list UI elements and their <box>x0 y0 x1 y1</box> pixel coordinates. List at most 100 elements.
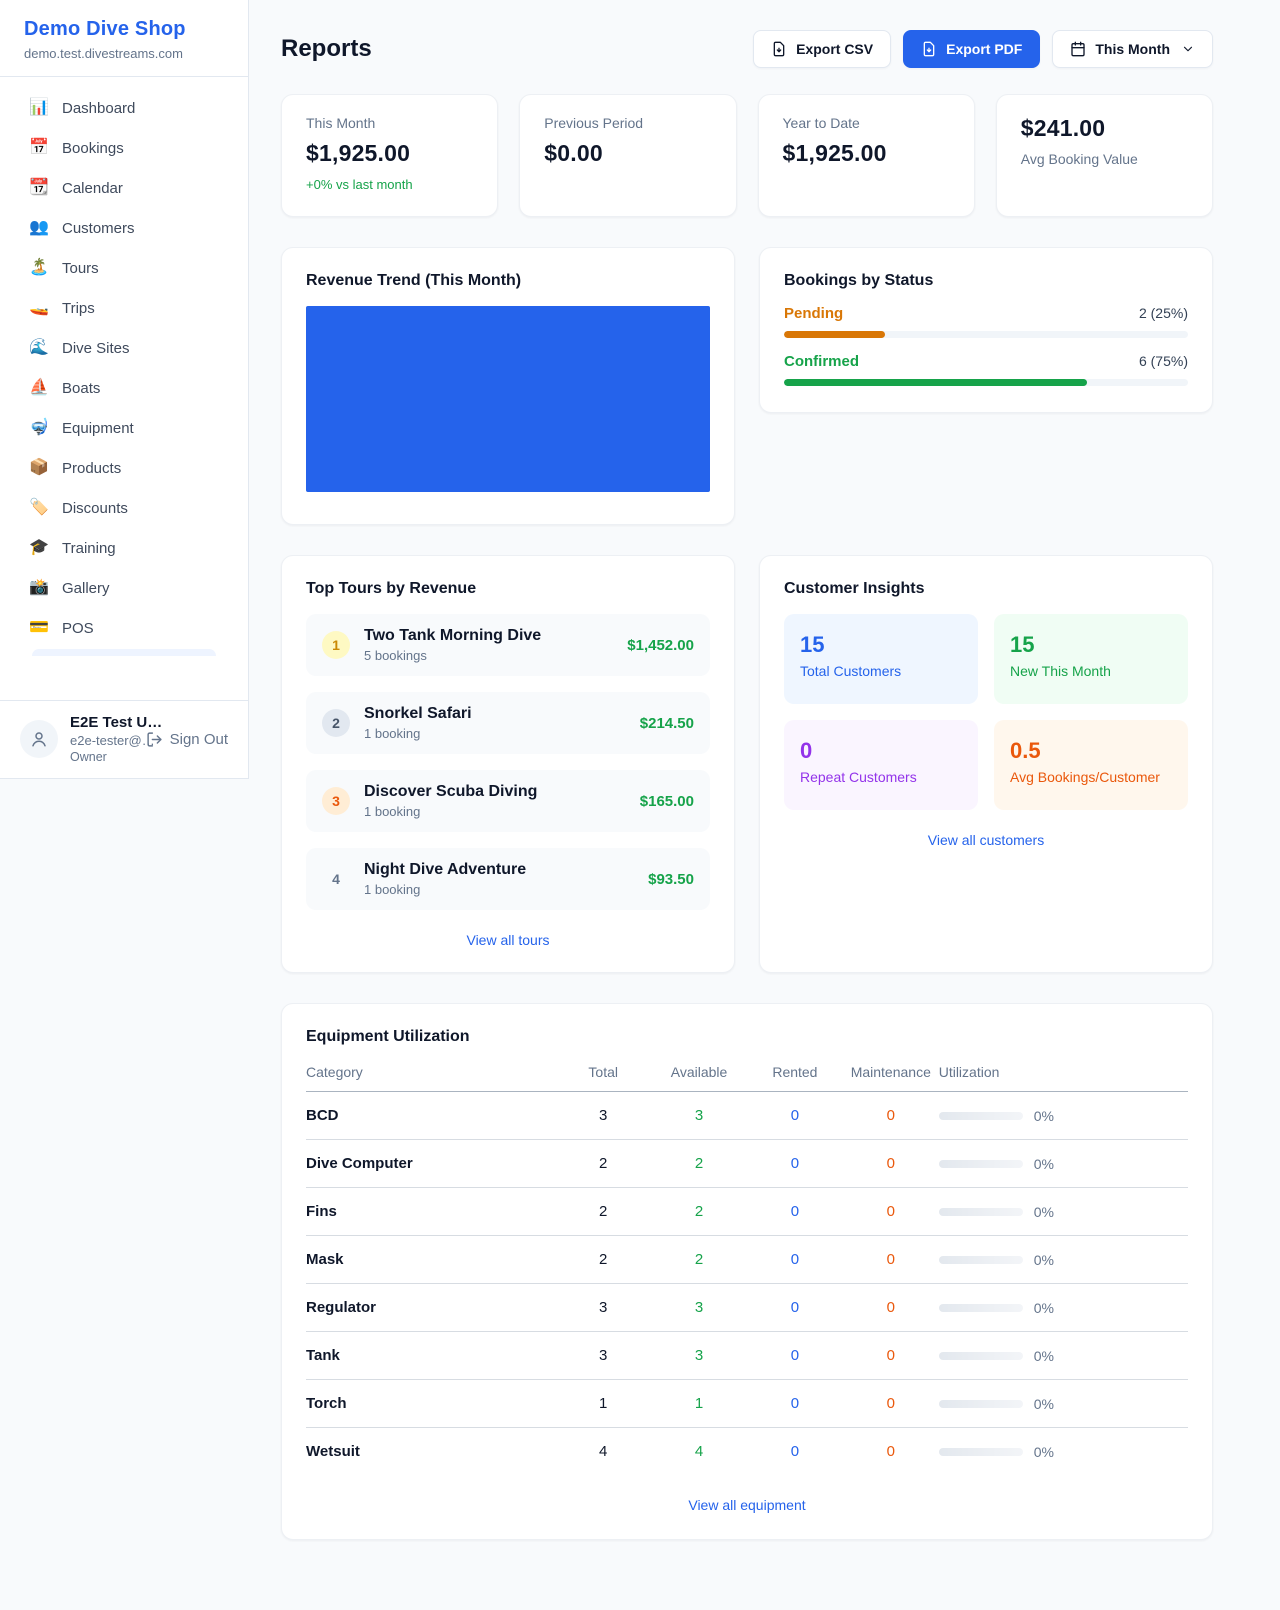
cell-maintenance: 0 <box>842 1331 939 1380</box>
table-row: Dive Computer 2 2 0 0 0% <box>306 1139 1188 1188</box>
utilization-bar <box>938 1111 1023 1120</box>
sidebar-item-label: Tours <box>62 259 99 277</box>
stat-value: $1,925.00 <box>306 140 411 166</box>
tour-name: Snorkel Safari <box>364 705 472 722</box>
cell-available: 2 <box>651 1187 747 1236</box>
customer-insights-title: Customer Insights <box>784 580 925 597</box>
cell-rented: 0 <box>746 1283 843 1332</box>
sidebar-item-reports-partial[interactable] <box>32 649 216 656</box>
stat-card-this-month: This Month $1,925.00 +0% vs last month <box>281 94 499 217</box>
rank-badge: 2 <box>322 709 350 737</box>
sidebar-item-tours[interactable]: 🏝️ Tours <box>16 249 232 287</box>
insight-label: Avg Bookings/Customer <box>1010 769 1160 785</box>
sidebar-item-label: Discounts <box>62 499 128 517</box>
cell-rented: 0 <box>746 1139 843 1188</box>
sidebar-item-boats[interactable]: ⛵ Boats <box>16 369 232 407</box>
utilization-bar <box>938 1255 1023 1264</box>
stat-cards: This Month $1,925.00 +0% vs last month P… <box>281 94 1213 217</box>
stat-value: $0.00 <box>544 140 603 166</box>
utilization-bar <box>938 1351 1023 1360</box>
cell-maintenance: 0 <box>842 1235 939 1284</box>
sidebar-item-products[interactable]: 📦 Products <box>16 449 232 487</box>
export-csv-button[interactable]: Export CSV <box>753 30 892 68</box>
utilization-percent: 0% <box>1033 1107 1054 1124</box>
view-all-tours-link[interactable]: View all tours <box>466 932 550 948</box>
sidebar-item-equipment[interactable]: 🤿 Equipment <box>16 409 232 447</box>
revenue-trend-chart <box>306 306 710 492</box>
sidebar-item-customers[interactable]: 👥 Customers <box>16 209 232 247</box>
person-icon <box>32 732 46 747</box>
sidebar-item-pos[interactable]: 💳 POS <box>16 609 232 647</box>
utilization-bar <box>938 1159 1023 1168</box>
cell-total: 2 <box>555 1235 652 1284</box>
insight-label: Repeat Customers <box>800 769 917 785</box>
export-pdf-button[interactable]: Export PDF <box>903 30 1041 68</box>
credit-card-icon: 💳 <box>29 619 49 636</box>
sidebar-user-footer: E2E Test U… e2e-tester@… Owner Sign Out <box>0 700 248 778</box>
utilization-percent: 0% <box>1033 1347 1054 1364</box>
user-info: E2E Test U… e2e-tester@… Owner <box>70 714 163 764</box>
sidebar-item-discounts[interactable]: 🏷️ Discounts <box>16 489 232 527</box>
table-row: Mask 2 2 0 0 0% <box>306 1235 1188 1284</box>
sidebar-item-trips[interactable]: 🚤 Trips <box>16 289 232 327</box>
tour-name: Night Dive Adventure <box>364 861 527 878</box>
cell-category: BCD <box>306 1091 556 1140</box>
table-row: Torch 1 1 0 0 0% <box>306 1379 1188 1428</box>
insight-label: Total Customers <box>800 663 902 679</box>
sidebar-item-label: Boats <box>62 379 101 397</box>
column-header-rented: Rented <box>746 1064 843 1092</box>
bookings-by-status-title: Bookings by Status <box>784 272 934 289</box>
column-header-maintenance: Maintenance <box>842 1064 939 1092</box>
user-role: Owner <box>70 750 107 764</box>
brand-domain: demo.test.divestreams.com <box>24 46 183 61</box>
status-label-confirmed: Confirmed <box>784 353 859 370</box>
sidebar-item-label: Bookings <box>62 139 124 157</box>
sidebar-item-dive-sites[interactable]: 🌊 Dive Sites <box>16 329 232 367</box>
rank-badge: 4 <box>332 871 340 887</box>
cell-total: 2 <box>555 1139 652 1188</box>
tag-icon: 🏷️ <box>29 499 49 516</box>
sidebar-item-gallery[interactable]: 📸 Gallery <box>16 569 232 607</box>
table-row: Fins 2 2 0 0 0% <box>306 1187 1188 1236</box>
table-row: Regulator 3 3 0 0 0% <box>306 1283 1188 1332</box>
tour-revenue: $214.50 <box>639 714 694 732</box>
view-all-equipment-link[interactable]: View all equipment <box>688 1497 806 1513</box>
cell-available: 2 <box>651 1139 747 1188</box>
stat-value: $1,925.00 <box>782 140 887 166</box>
sidebar-item-bookings[interactable]: 📅 Bookings <box>16 129 232 167</box>
stat-delta: +0% vs last month <box>306 177 413 192</box>
cell-total: 4 <box>599 1443 608 1460</box>
cell-total: 3 <box>555 1091 652 1140</box>
column-header-utilization: Utilization <box>938 1064 1188 1092</box>
cell-maintenance: 0 <box>886 1443 895 1460</box>
brand-name: Demo Dive Shop <box>24 18 186 40</box>
sidebar-item-training[interactable]: 🎓 Training <box>16 529 232 567</box>
cell-maintenance: 0 <box>842 1379 939 1428</box>
sidebar-item-dashboard[interactable]: 📊 Dashboard <box>16 89 232 127</box>
cell-available: 1 <box>651 1379 747 1428</box>
table-row: BCD 3 3 0 0 0% <box>306 1091 1188 1140</box>
tour-bookings: 1 booking <box>364 804 421 819</box>
cell-total: 2 <box>555 1187 652 1236</box>
status-count-confirmed: 6 (75%) <box>1138 353 1188 369</box>
view-all-customers-link[interactable]: View all customers <box>927 832 1045 848</box>
column-header-available: Available <box>651 1064 747 1092</box>
progress-track <box>784 379 1188 386</box>
sidebar-item-label: Trips <box>62 299 95 317</box>
sign-out-button[interactable]: Sign Out <box>146 731 228 748</box>
stat-card-avg-booking-value: $241.00 Avg Booking Value <box>995 94 1213 217</box>
sidebar-item-label: Dive Sites <box>62 339 130 357</box>
insight-value: 0 <box>800 738 813 763</box>
wave-icon: 🌊 <box>29 339 49 356</box>
bookings-by-status-card: Bookings by Status Pending 2 (25%) Confi… <box>759 247 1213 413</box>
sidebar-item-calendar[interactable]: 📆 Calendar <box>16 169 232 207</box>
utilization-bar <box>938 1207 1023 1216</box>
tour-revenue: $1,452.00 <box>627 636 694 654</box>
equipment-table: Category Total Available Rented Maintena… <box>306 1064 1188 1475</box>
file-download-icon <box>773 41 785 57</box>
user-name: E2E Test U… <box>70 714 163 731</box>
rank-badge: 1 <box>322 631 350 659</box>
tour-revenue: $165.00 <box>639 792 694 810</box>
cell-maintenance: 0 <box>842 1187 939 1236</box>
period-dropdown[interactable]: This Month <box>1052 30 1213 68</box>
